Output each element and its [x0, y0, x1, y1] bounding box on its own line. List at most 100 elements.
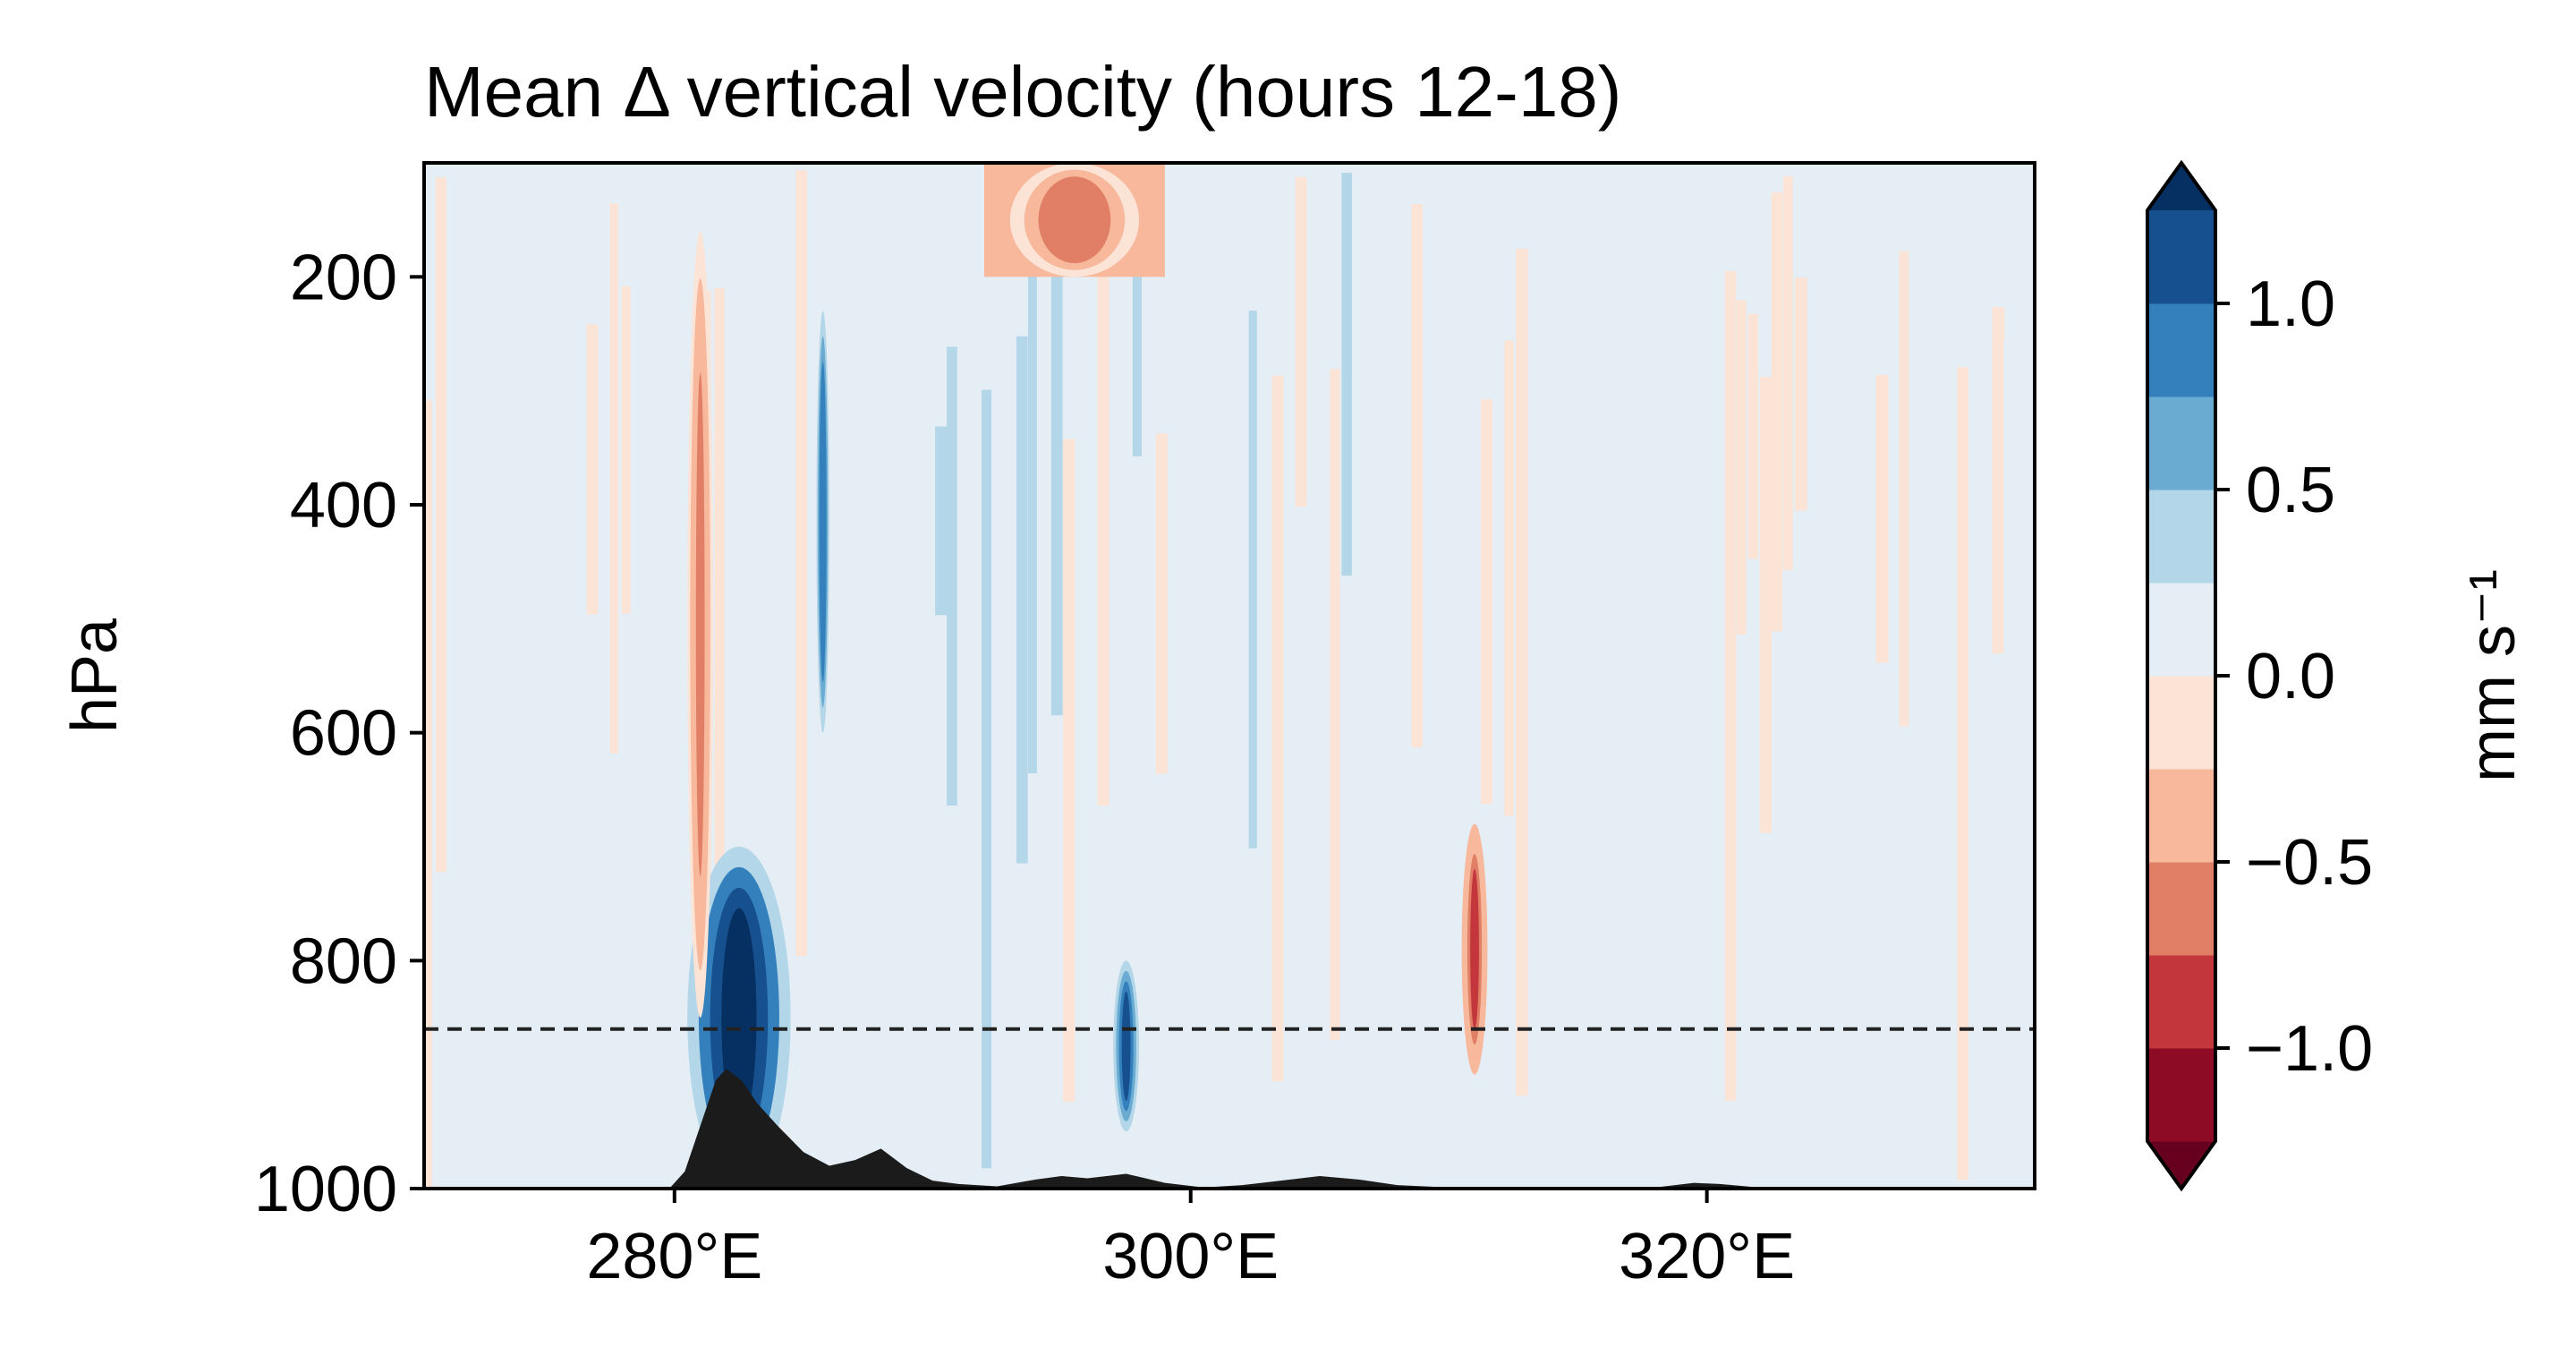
colorbar-segment: [2147, 490, 2215, 584]
contour-cell: [1609, 173, 1619, 615]
contour-cell: [830, 311, 844, 909]
contour-cell: [1724, 270, 1737, 1101]
colorbar-segment: [2147, 1048, 2215, 1142]
contour-cell: [1353, 201, 1362, 998]
contour-cell: [970, 252, 978, 925]
contour-cell: [1504, 340, 1514, 816]
downdraft-contour: [1052, 183, 1097, 257]
x-tick-label: 320°E: [1619, 1221, 1795, 1292]
contour-cell: [1062, 439, 1075, 1103]
contour-cell: [1050, 214, 1063, 716]
contour-cell: [516, 433, 525, 1189]
contour-cell: [481, 222, 491, 1020]
colorbar-tick-label: −1.0: [2246, 1013, 2373, 1085]
contour-cell: [1841, 365, 1852, 1186]
contour-cell: [865, 163, 875, 429]
contour-cell: [2003, 340, 2013, 1013]
y-axis-label: hPa: [59, 618, 131, 733]
contour-cell: [1306, 443, 1316, 895]
contour-cell: [807, 225, 818, 1000]
downdraft-contour: [1470, 868, 1479, 1030]
colorbar-segment: [2147, 955, 2215, 1049]
contour-cell: [1132, 220, 1142, 456]
contour-cell: [923, 260, 932, 623]
contour-cell: [1283, 329, 1294, 645]
colorbar-tick-label: 0.5: [2246, 455, 2335, 526]
colorbar-tick-label: 1.0: [2246, 269, 2335, 340]
terrain-silhouette: [669, 1069, 1811, 1189]
y-tick-label: 800: [290, 925, 397, 997]
y-tick-label: 600: [290, 698, 397, 770]
contour-cell: [1016, 336, 1028, 864]
contour-cell: [1875, 375, 1889, 663]
downdraft-contour: [695, 372, 705, 876]
x-tick-label: 300°E: [1102, 1221, 1279, 1292]
colorbar-label: mm s⁻¹: [2457, 569, 2529, 782]
chart-title: Mean Δ vertical velocity (hours 12-18): [424, 52, 1621, 132]
contour-cell: [1178, 277, 1187, 588]
contour-cell: [1759, 377, 1773, 833]
contour-cell: [1028, 214, 1037, 773]
colorbar-segment: [2147, 676, 2215, 770]
contour-cell: [1469, 323, 1481, 576]
y-axis: 200 400 600 800 1000: [254, 242, 424, 1225]
colorbar-ticks: −1.0 −0.5 0.0 0.5 1.0: [2215, 269, 2373, 1085]
colorbar: [2146, 159, 2217, 1192]
contour-cell: [1957, 367, 1969, 1181]
contour-cell: [1736, 300, 1747, 635]
contour-cell: [1934, 224, 1946, 840]
contour-cell: [1330, 369, 1340, 1041]
plot-area: [424, 163, 2035, 1189]
contour-cell: [1701, 289, 1711, 704]
contour-cell: [621, 286, 631, 614]
contour-cell: [1492, 412, 1502, 1078]
contour-cell: [1423, 439, 1433, 823]
contour-cell: [1399, 208, 1411, 698]
contour-cell: [993, 208, 1006, 744]
contour-cell: [1388, 322, 1400, 1136]
contour-cell: [1376, 395, 1387, 849]
contour-cell: [1771, 192, 1783, 632]
contour-cell: [1109, 208, 1120, 870]
colorbar-segment: [2147, 210, 2215, 304]
plot-frame: [422, 161, 2036, 1190]
x-axis: 280°E 300°E 320°E: [586, 1189, 1795, 1292]
colorbar-segment: [2147, 303, 2215, 397]
contour-cell: [1782, 175, 1793, 571]
colorbar-segment: [2147, 583, 2215, 677]
plot-background: [424, 163, 2035, 1189]
contour-cell: [714, 288, 725, 895]
contour-cell: [1899, 251, 1909, 727]
contour-cell: [1202, 169, 1212, 622]
contour-cell: [1341, 173, 1352, 576]
contour-cell: [598, 258, 609, 857]
contour-cell: [551, 250, 564, 785]
contour-cell: [1097, 266, 1109, 806]
contour-cell: [1271, 375, 1284, 1082]
contour-cell: [947, 346, 957, 806]
contour-cell: [1155, 433, 1169, 774]
contour-cell: [435, 177, 447, 873]
colorbar-segment: [2147, 396, 2215, 490]
colorbar-extend-low: [2147, 1141, 2215, 1189]
colorbar-segment: [2147, 862, 2215, 956]
contour-cell: [2027, 321, 2035, 605]
contour-cell: [912, 252, 922, 781]
contour-cell: [1365, 427, 1375, 648]
y-tick-label: 400: [290, 470, 397, 541]
contour-cell: [528, 415, 538, 831]
colorbar-tick-label: −0.5: [2246, 827, 2373, 899]
contour-cell: [982, 389, 992, 1169]
contour-cell: [1992, 307, 2005, 654]
contour-cell: [1213, 293, 1224, 1029]
contour-cell: [1516, 249, 1528, 1096]
colorbar-extend-high: [2147, 163, 2215, 210]
contour-cell: [842, 226, 854, 922]
contour-cell: [493, 429, 506, 811]
colorbar-tick-label: 0.0: [2246, 641, 2335, 712]
contour-cell: [1654, 332, 1668, 1160]
contour-cell: [935, 426, 948, 616]
colorbar-segment: [2147, 769, 2215, 863]
contour-cell: [1481, 399, 1493, 805]
